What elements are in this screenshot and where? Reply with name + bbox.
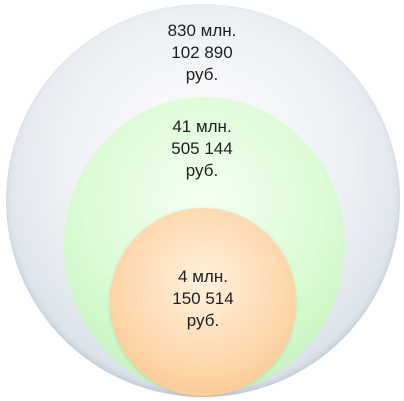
inner-label-line1: 4 млн. <box>178 267 228 286</box>
outer-circle-label: 830 млн. 102 890 руб. <box>102 20 302 86</box>
outer-label-line1: 830 млн. <box>167 21 237 40</box>
inner-circle <box>110 208 296 396</box>
middle-label-line1: 41 млн. <box>172 117 232 136</box>
middle-label-line2: 505 144 <box>171 139 233 158</box>
outer-label-line3: руб. <box>185 65 219 84</box>
inner-label-line2: 150 514 <box>172 289 234 308</box>
inner-label-line3: руб. <box>186 311 220 330</box>
middle-circle-label: 41 млн. 505 144 руб. <box>102 116 302 182</box>
middle-label-line3: руб. <box>185 161 219 180</box>
outer-label-line2: 102 890 <box>171 43 233 62</box>
inner-circle-label: 4 млн. 150 514 руб. <box>103 266 303 332</box>
